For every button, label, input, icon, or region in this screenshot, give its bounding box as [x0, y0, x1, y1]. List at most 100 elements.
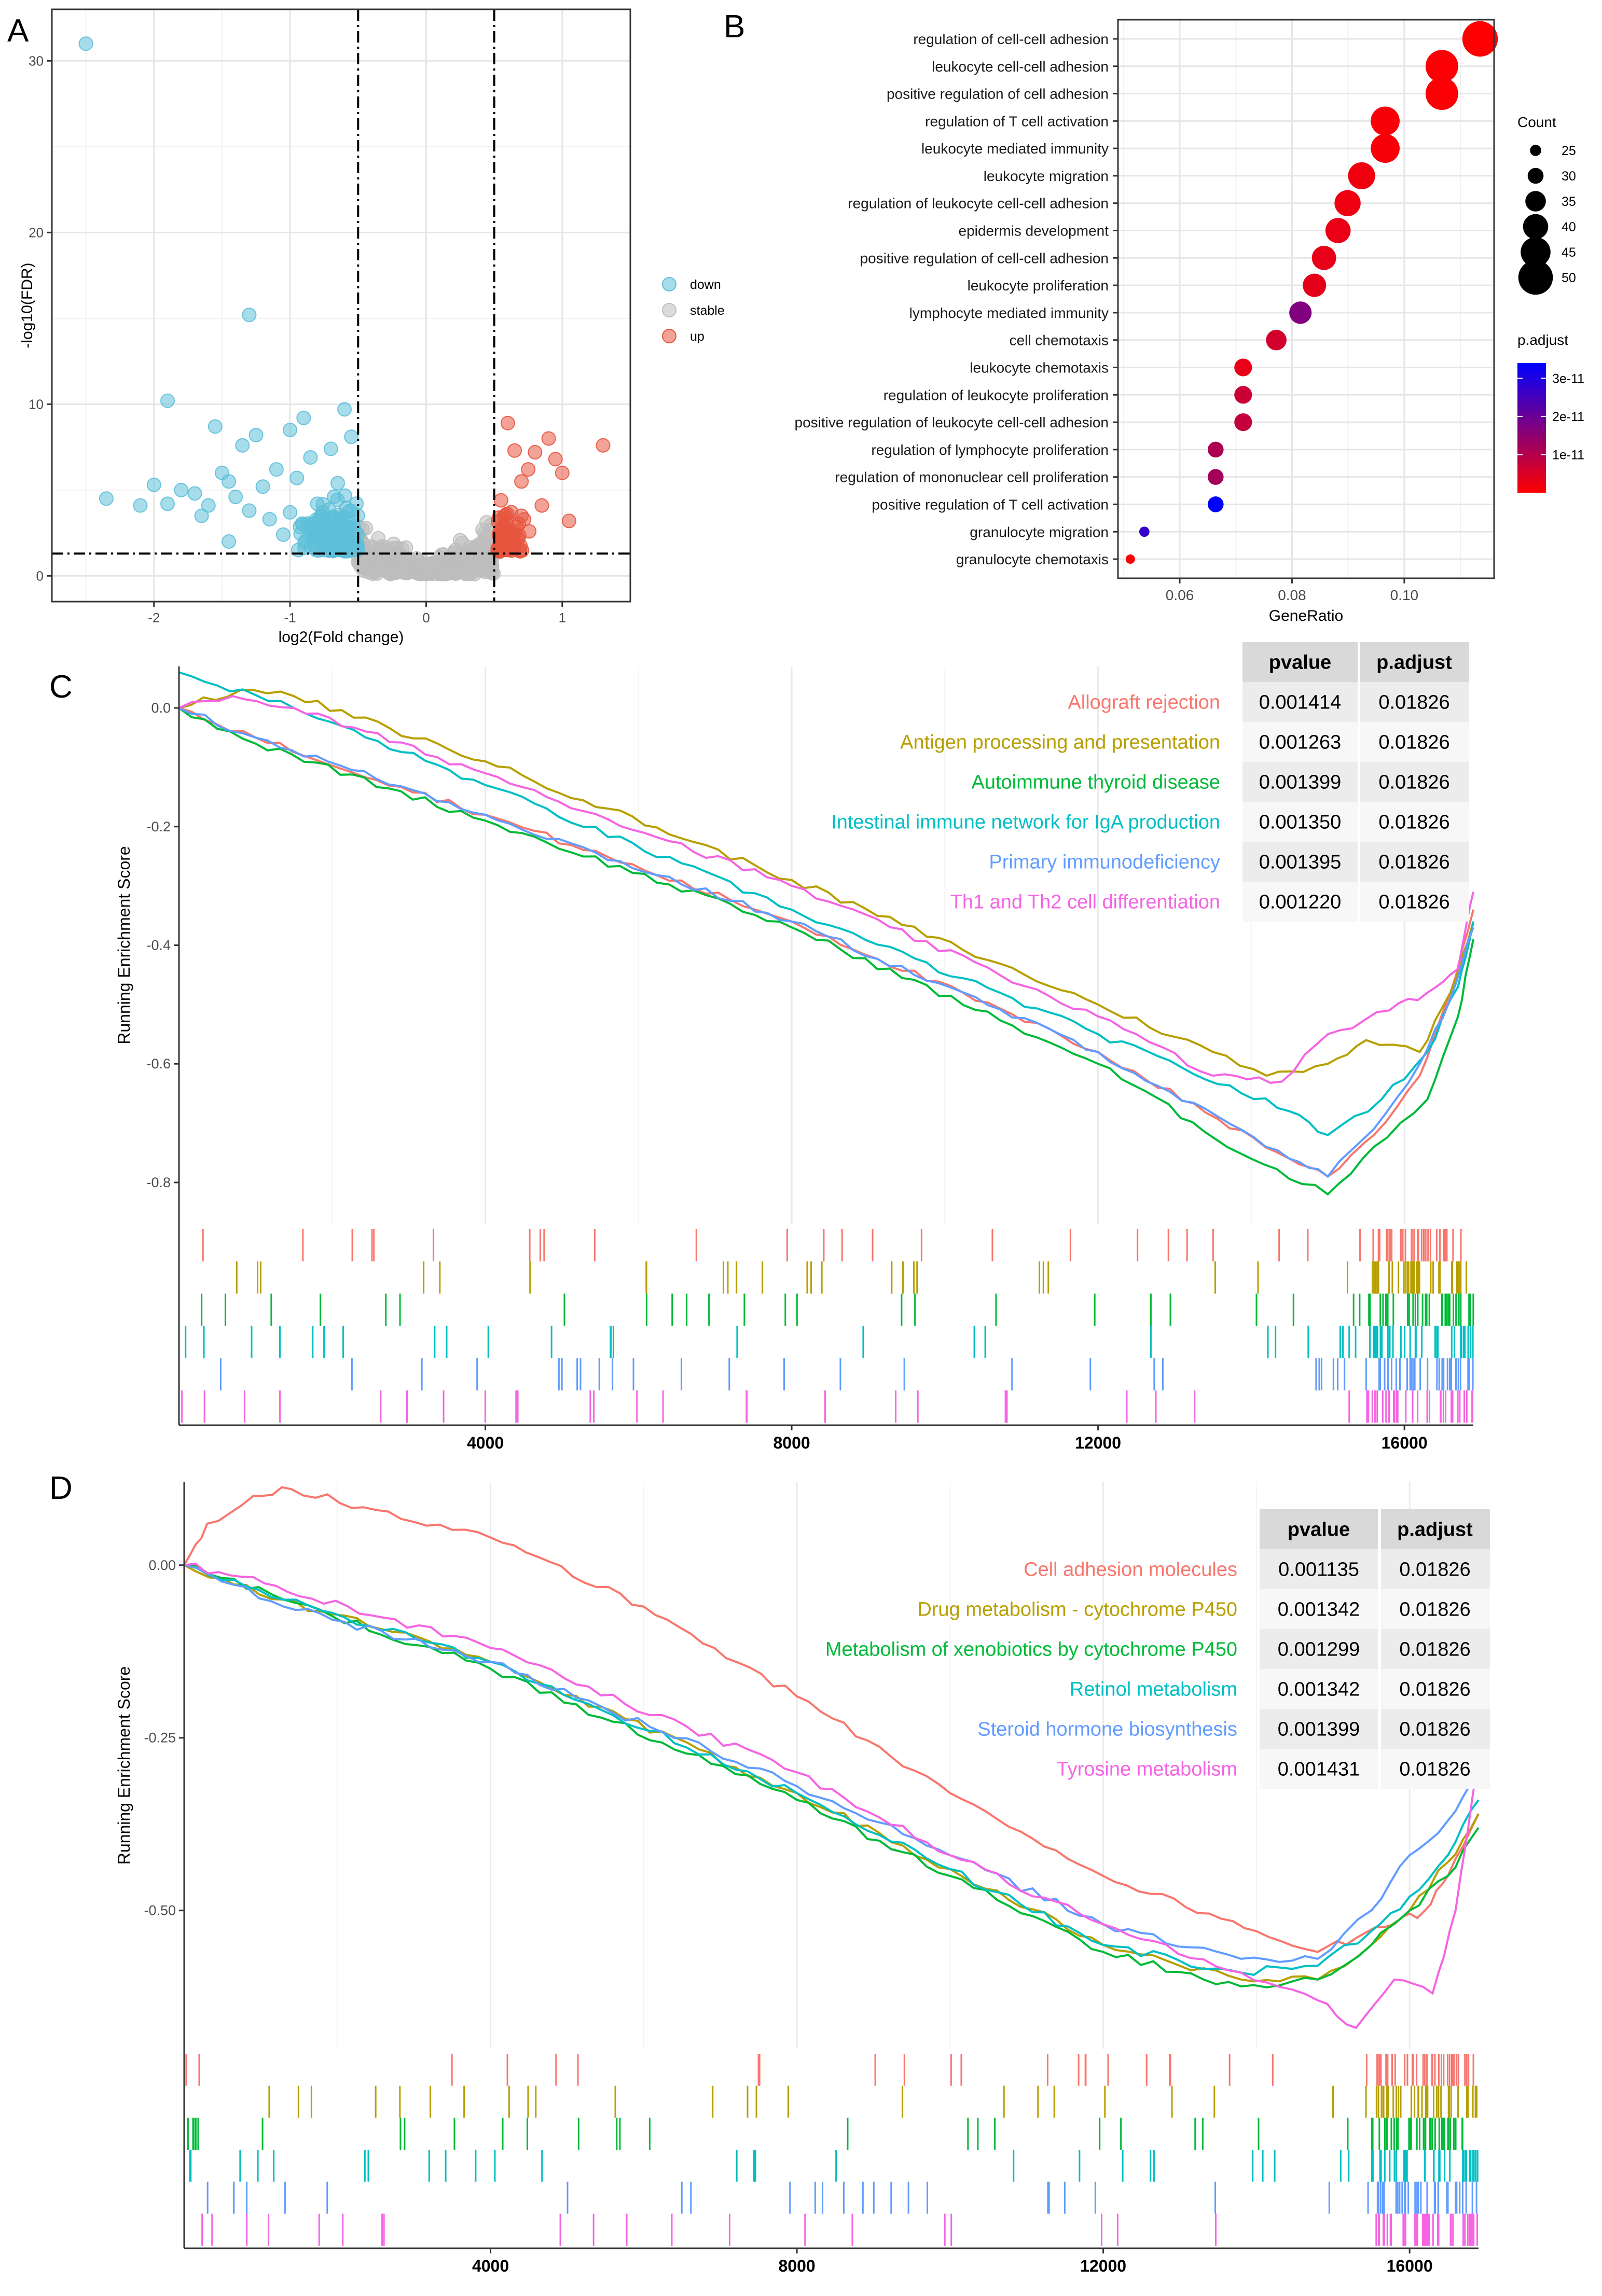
- panel-c-pvalue-value: 0.001263: [1259, 732, 1342, 754]
- go-term-dot: [1207, 496, 1224, 512]
- go-term-label: regulation of leukocyte proliferation: [883, 387, 1109, 403]
- legend-label-down: down: [690, 277, 721, 292]
- x-tick-label: 4000: [472, 2257, 509, 2275]
- panel-c-pvalue-value: 0.001399: [1259, 772, 1342, 794]
- table-header-cell: [1380, 1509, 1490, 1549]
- panel-c-padjust-value: 0.01826: [1378, 772, 1449, 794]
- go-term-dot: [1371, 134, 1400, 163]
- padjust-colorbar: [1517, 363, 1546, 493]
- enrichment-curve: [178, 707, 1474, 1178]
- go-term-dot: [1425, 77, 1458, 110]
- x-tick-label: 8000: [773, 1434, 810, 1452]
- panel-c-padjust-value: 0.01826: [1378, 692, 1449, 714]
- panel-d-padjust-value: 0.01826: [1399, 1679, 1470, 1701]
- panel-d-pvalue-value: 0.001431: [1278, 1759, 1360, 1780]
- go-term-dot: [1311, 245, 1336, 270]
- go-term-label: granulocyte migration: [970, 524, 1109, 540]
- go-term-label: leukocyte chemotaxis: [970, 359, 1109, 375]
- table-cell: [1260, 1749, 1378, 1789]
- point-stable: [463, 562, 478, 577]
- panel-d-padjust-value: 0.01826: [1399, 1559, 1470, 1581]
- gene-hit-rug: [219, 1358, 1474, 1390]
- point-down: [228, 490, 243, 505]
- go-term-dot: [1234, 413, 1252, 432]
- go-term-dot: [1462, 21, 1498, 57]
- go-term-label: positive regulation of leukocyte cell-ce…: [795, 414, 1109, 430]
- x-tick-label: -1: [284, 610, 296, 625]
- panel-a-border: [51, 8, 631, 603]
- go-term-dot: [1348, 162, 1375, 190]
- count-legend-label: 35: [1562, 194, 1576, 209]
- point-down: [201, 498, 216, 513]
- go-term-dot: [1207, 469, 1224, 485]
- point-down: [160, 393, 175, 408]
- point-down: [330, 492, 345, 507]
- count-legend-label: 50: [1562, 271, 1576, 285]
- point-up: [541, 431, 556, 446]
- x-tick-label: 0: [422, 610, 430, 625]
- gene-hit-rug: [201, 2214, 1478, 2246]
- point-down: [174, 482, 189, 497]
- x-tick-label: 4000: [467, 1434, 504, 1452]
- go-term-label: leukocyte cell-cell adhesion: [932, 59, 1109, 75]
- point-down: [283, 505, 298, 520]
- panel-c-gene-set-name: Antigen processing and presentation: [900, 732, 1220, 754]
- point-up: [528, 445, 543, 460]
- panel-d-padjust-value: 0.01826: [1399, 1719, 1470, 1741]
- count-legend-title: Count: [1517, 114, 1556, 130]
- panel-d-gene-set-name: Retinol metabolism: [1070, 1679, 1237, 1701]
- table-cell: [1359, 842, 1469, 882]
- point-stable: [478, 564, 493, 579]
- panel-d-padjust-value: 0.01826: [1399, 1599, 1470, 1621]
- panel-label-a: A: [7, 13, 29, 49]
- point-stable: [375, 559, 390, 574]
- y-axis-label: Running Enrichment Score: [115, 1666, 133, 1864]
- count-legend-label: 45: [1562, 245, 1576, 260]
- enrichment-curve: [184, 1564, 1480, 1964]
- point-up: [596, 438, 611, 453]
- panel-c-gene-set-name: Primary immunodeficiency: [989, 852, 1220, 873]
- go-term-label: epidermis development: [959, 223, 1109, 239]
- table-cell: [1359, 682, 1469, 722]
- point-stable: [448, 542, 463, 558]
- point-down: [160, 496, 175, 511]
- go-term-dot: [1234, 386, 1252, 404]
- point-down: [344, 429, 359, 444]
- x-axis-label: GeneRatio: [1269, 607, 1343, 624]
- table-cell: [1242, 762, 1358, 802]
- gene-hit-rug: [185, 1326, 1474, 1358]
- legend-label-up: up: [690, 329, 705, 344]
- enrichment-curve: [184, 1562, 1480, 2029]
- enrichment-curve: [184, 1564, 1480, 1977]
- y-tick-label: -0.4: [146, 938, 171, 953]
- point-down: [316, 515, 332, 530]
- enrichment-curve: [178, 695, 1474, 1084]
- panel-d-pvalue-value: 0.001342: [1278, 1679, 1360, 1701]
- go-term-dot: [1371, 106, 1400, 136]
- table-header-cell: [1242, 642, 1358, 682]
- table-cell: [1242, 882, 1358, 922]
- point-down: [194, 508, 209, 523]
- point-stable: [423, 557, 438, 572]
- go-term-dot: [1207, 441, 1224, 458]
- table-header-cell: [1359, 642, 1469, 682]
- y-tick-label: -0.6: [146, 1056, 171, 1072]
- point-down: [289, 470, 305, 485]
- go-term-label: leukocyte proliferation: [968, 277, 1109, 294]
- y-tick-label: 30: [29, 53, 44, 68]
- gsea-plot-c: 0.0 -0.2 -0.4 -0.6 -0.8 4000 8000 12000 16000 Run…: [115, 642, 1474, 1452]
- point-up: [491, 510, 506, 525]
- panel-c-pvalue-value: 0.001395: [1259, 852, 1342, 873]
- x-tick-label: 0.08: [1278, 587, 1306, 603]
- enrichment-curve: [178, 689, 1474, 1077]
- go-term-label: cell chemotaxis: [1010, 332, 1109, 349]
- table-header-cell: [1260, 1509, 1378, 1549]
- point-down: [133, 498, 148, 513]
- panel-b-background: [1118, 20, 1494, 578]
- point-down: [99, 491, 114, 506]
- go-term-label: leukocyte migration: [984, 168, 1109, 184]
- panel-c-padjust-value: 0.01826: [1378, 852, 1449, 873]
- go-term-label: leukocyte mediated immunity: [921, 141, 1109, 157]
- go-term-dot: [1303, 273, 1327, 297]
